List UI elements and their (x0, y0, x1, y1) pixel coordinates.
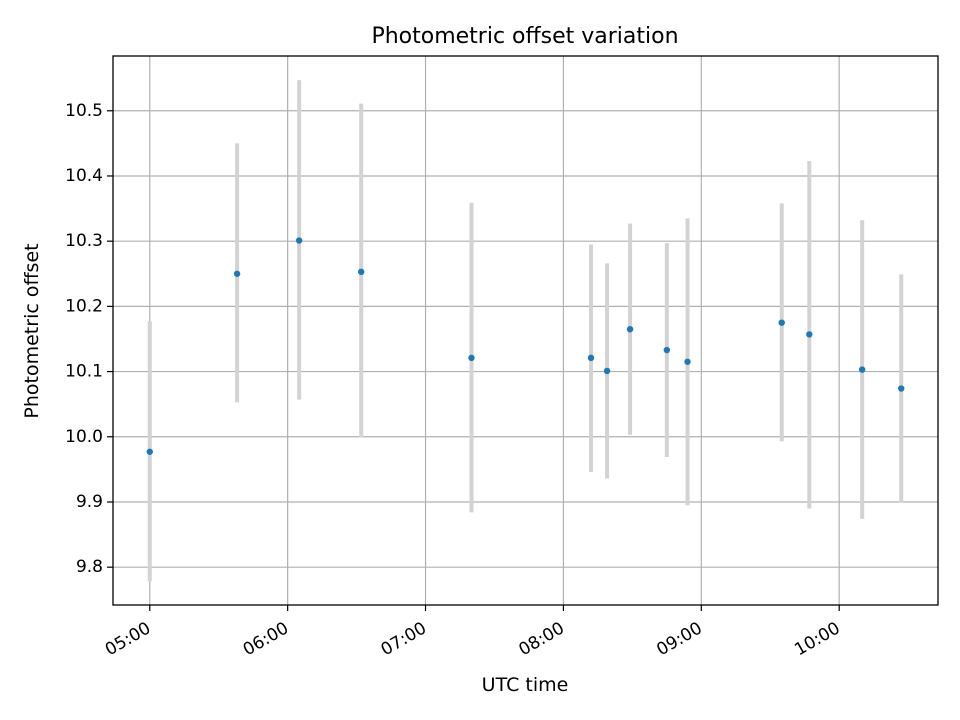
data-point (858, 366, 866, 373)
y-tick-label: 10.4 (65, 166, 103, 186)
y-tick-label: 9.8 (76, 557, 103, 577)
data-point (468, 354, 475, 362)
y-tick-label: 10.0 (65, 427, 103, 447)
data-points (146, 237, 905, 455)
data-point (357, 268, 365, 276)
data-point (233, 270, 241, 277)
y-tick-label: 10.3 (65, 231, 103, 251)
y-tick-label: 9.9 (76, 492, 103, 512)
data-point (146, 448, 153, 455)
x-axis-label: UTC time (482, 674, 569, 696)
y-axis-label: Photometric offset (21, 243, 43, 418)
data-point (684, 358, 691, 365)
data-point (626, 325, 634, 333)
data-point (603, 367, 611, 375)
data-point (898, 385, 905, 392)
data-point (295, 237, 303, 244)
grid-lines (113, 56, 938, 605)
data-point (663, 346, 671, 354)
data-point (806, 331, 813, 338)
y-tick-label: 10.5 (65, 101, 103, 121)
y-tick-label: 10.2 (65, 296, 103, 316)
data-point (587, 354, 595, 362)
y-tick-label: 10.1 (65, 362, 103, 382)
chart-title: Photometric offset variation (371, 24, 678, 49)
data-point (778, 319, 785, 326)
plot-frame (112, 55, 939, 606)
